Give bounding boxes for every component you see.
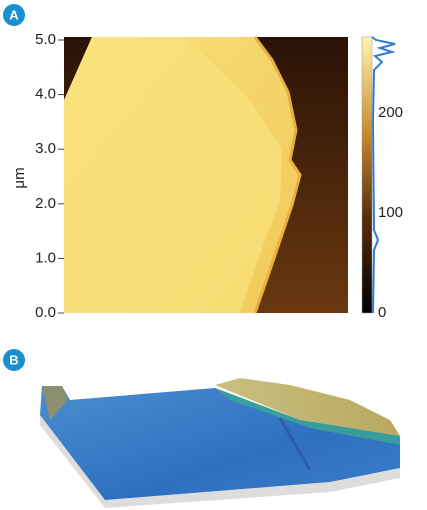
y-tick-label: 2.0 — [35, 195, 56, 212]
y-tick-label: 4.0 — [35, 86, 56, 103]
panel-label: A — [9, 7, 19, 22]
surface-3d — [40, 378, 400, 508]
step-edge — [253, 36, 302, 314]
terrace-step — [64, 37, 282, 313]
y-tick-label: 0.0 — [35, 304, 56, 321]
ridge — [215, 378, 400, 436]
floor — [40, 386, 400, 500]
y-ticks: 5.0 4.0 3.0 2.0 1.0 0.0 — [35, 31, 64, 321]
base — [40, 415, 400, 508]
y-tick-label: 1.0 — [35, 249, 56, 266]
panel-badge — [3, 4, 25, 26]
colorbar-ticks: 200 100 0 — [378, 104, 403, 321]
afm-image — [64, 36, 348, 314]
colorbar-tick-label: 100 — [378, 204, 403, 221]
colorbar-tick-label: 200 — [378, 104, 403, 121]
colorbar-tick-label: 0 — [378, 304, 386, 321]
y-tick-label: 5.0 — [35, 31, 56, 48]
y-tick-label: 3.0 — [35, 140, 56, 157]
histogram — [371, 36, 396, 314]
left-edge — [42, 386, 68, 420]
panel-label: B — [9, 352, 18, 367]
ridge-slope — [215, 388, 400, 445]
panel-badge — [3, 349, 25, 371]
y-axis-label: μm — [11, 167, 28, 188]
step-line — [278, 417, 312, 471]
colorbar — [361, 36, 373, 314]
